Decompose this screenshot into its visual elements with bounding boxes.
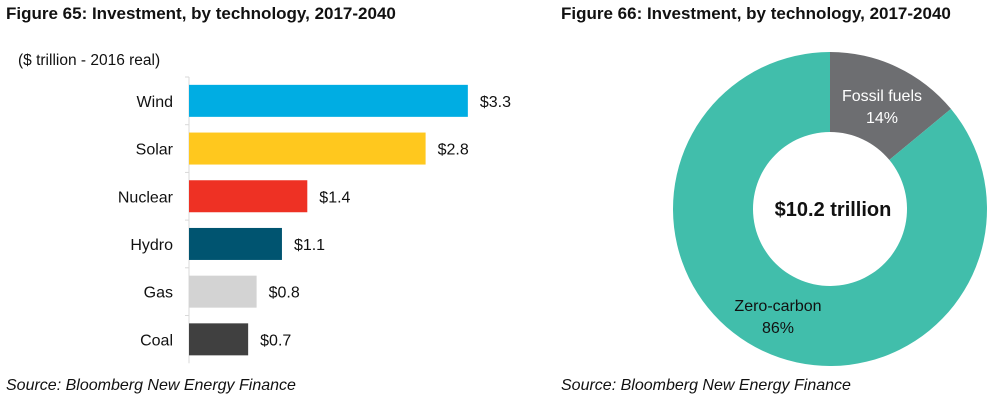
bar-chart-unit-label: ($ trillion - 2016 real) (18, 52, 161, 69)
category-label: Solar (136, 142, 174, 159)
bar-chart-title: Figure 65: Investment, by technology, 20… (6, 4, 396, 23)
slice-label-name: Zero-carbon (734, 298, 821, 315)
data-label: $0.7 (260, 332, 291, 349)
data-label: $2.8 (438, 142, 469, 159)
donut-center-label: $10.2 trillion (775, 199, 892, 221)
slice-label-value: 14% (866, 110, 898, 127)
category-label: Coal (140, 332, 173, 349)
data-label: $1.1 (294, 237, 325, 254)
data-label: $3.3 (480, 94, 511, 111)
donut-chart-title: Figure 66: Investment, by technology, 20… (561, 4, 951, 23)
category-label: Wind (137, 94, 173, 111)
bar-wind (189, 84, 468, 117)
data-label: $0.8 (269, 285, 300, 302)
bar-hydro (189, 227, 282, 260)
slice-zero-carbon (672, 52, 987, 367)
bar-solar (189, 132, 426, 165)
category-label: Nuclear (118, 189, 174, 206)
bar-gas (189, 275, 257, 308)
donut-chart-source: Source: Bloomberg New Energy Finance (561, 377, 851, 394)
category-label: Gas (144, 285, 173, 302)
bar-chart-source: Source: Bloomberg New Energy Finance (6, 377, 296, 394)
slice-label-value: 86% (762, 320, 794, 337)
category-label: Hydro (130, 237, 173, 254)
slice-label-name: Fossil fuels (842, 88, 922, 105)
data-label: $1.4 (319, 189, 350, 206)
slice-fossil-fuels (830, 52, 951, 160)
bar-coal (189, 323, 249, 356)
bar-nuclear (189, 180, 308, 213)
